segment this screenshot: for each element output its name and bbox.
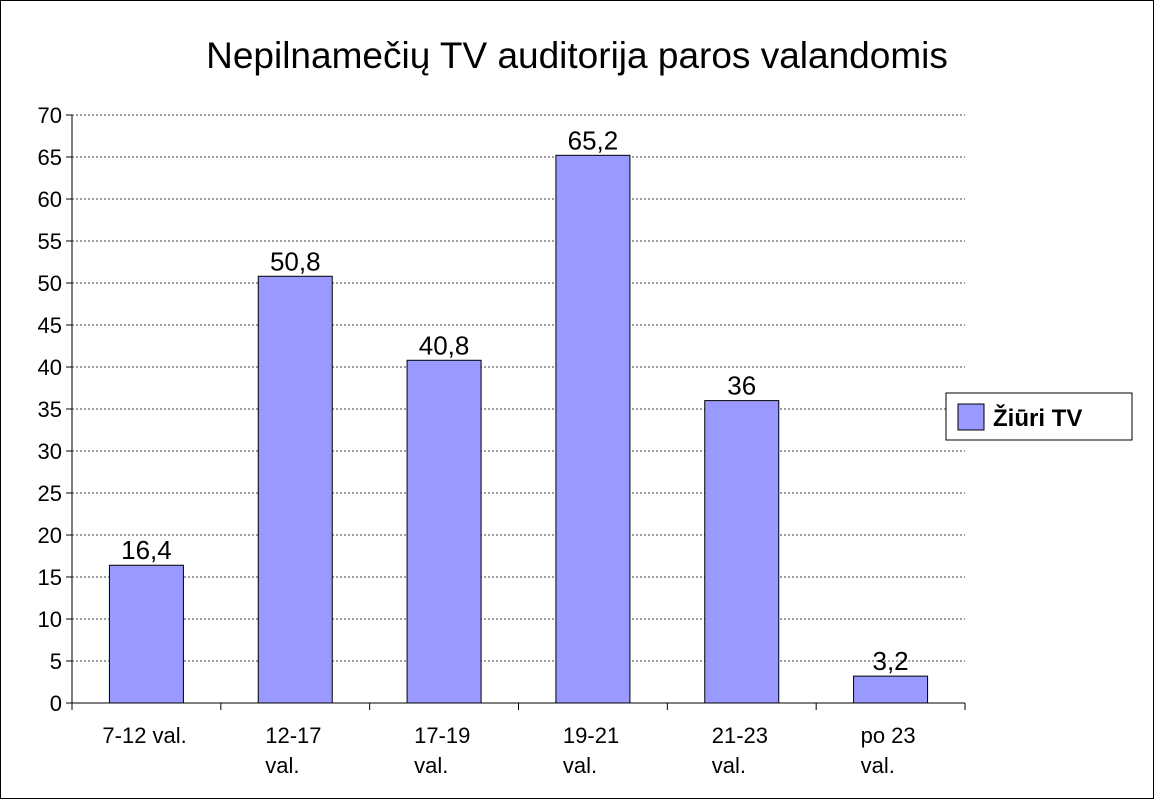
y-tick-label: 10 <box>38 607 62 632</box>
x-tick-label: 17-19 val. <box>414 723 470 778</box>
x-tick-label: 12-17 val. <box>265 723 321 778</box>
y-tick-label: 50 <box>38 271 62 296</box>
data-label: 40,8 <box>419 330 470 360</box>
data-label: 36 <box>727 371 756 401</box>
x-tick-label: 21-23 val. <box>712 723 768 778</box>
y-tick-label: 65 <box>38 145 62 170</box>
data-label: 50,8 <box>270 246 321 276</box>
y-tick-label: 30 <box>38 439 62 464</box>
legend-swatch <box>957 403 985 431</box>
y-tick-label: 15 <box>38 565 62 590</box>
x-tick-label: po 23 val. <box>861 723 916 778</box>
y-tick-label: 60 <box>38 187 62 212</box>
bar <box>257 275 333 704</box>
y-tick-label: 0 <box>50 691 62 716</box>
y-tick-label: 35 <box>38 397 62 422</box>
data-label: 3,2 <box>873 646 909 676</box>
y-tick-label: 55 <box>38 229 62 254</box>
y-tick-label: 25 <box>38 481 62 506</box>
y-tick-label: 45 <box>38 313 62 338</box>
x-tick-label: 19-21 val. <box>563 723 619 778</box>
data-label: 16,4 <box>121 535 172 565</box>
y-tick-label: 40 <box>38 355 62 380</box>
bar <box>108 564 184 704</box>
chart-title: Nepilnamečių TV auditorija paros valando… <box>206 35 948 76</box>
x-tick-label: 7-12 val. <box>102 723 186 748</box>
y-tick-label: 70 <box>38 103 62 128</box>
bar <box>704 400 780 704</box>
y-tick-label: 20 <box>38 523 62 548</box>
bar <box>555 154 631 704</box>
data-label: 65,2 <box>568 125 619 155</box>
y-tick-label: 5 <box>50 649 62 674</box>
legend-label: Žiūri TV <box>993 404 1082 432</box>
bar <box>853 675 929 704</box>
bar <box>406 359 482 704</box>
